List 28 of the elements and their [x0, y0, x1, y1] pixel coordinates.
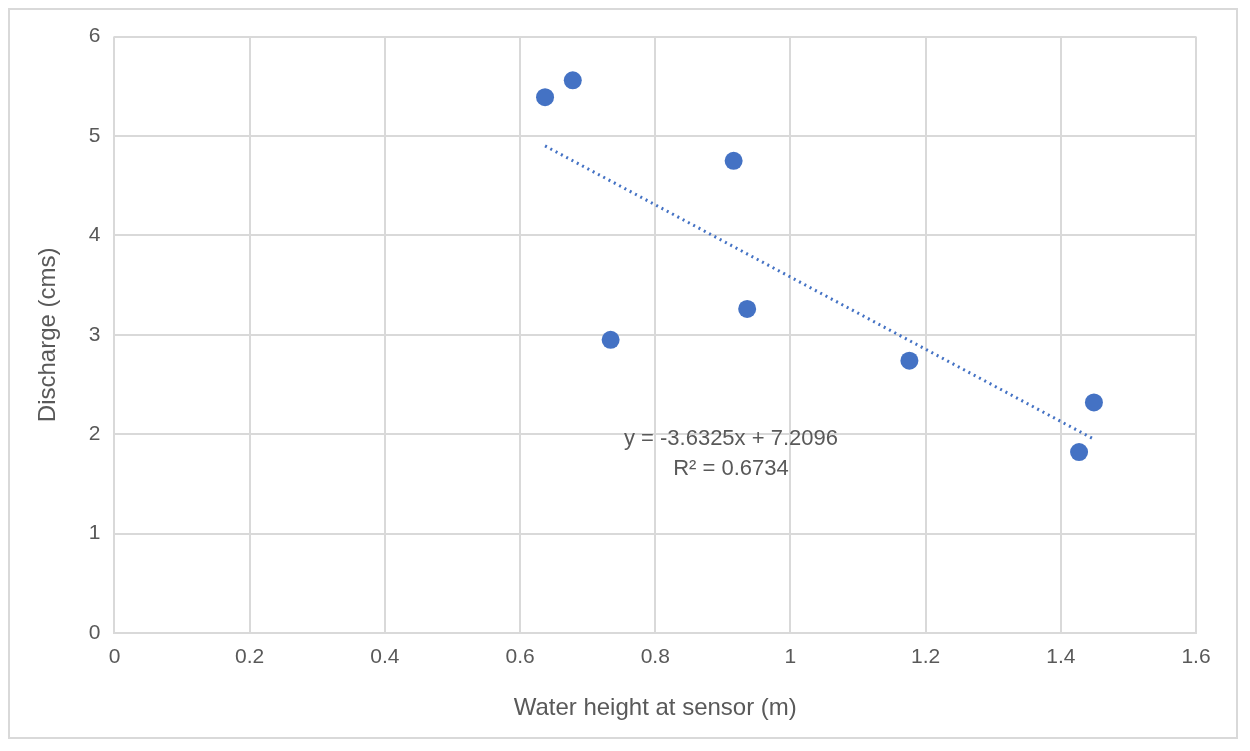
- y-tick-label: 1: [88, 520, 101, 544]
- annotation: R² = 0.6734: [673, 455, 789, 481]
- y-tick-label: 5: [88, 122, 101, 146]
- x-tick-label: 1.4: [1046, 644, 1076, 668]
- point: [900, 351, 919, 370]
- y-axis-title: Discharge (cms): [33, 247, 61, 423]
- y-tick-label: 0: [88, 619, 101, 643]
- x-tick-label: 1.6: [1181, 644, 1211, 668]
- x-tick-label: 0.2: [235, 644, 265, 668]
- y-tick-label: 2: [88, 421, 101, 444]
- y-tick-label: 4: [88, 222, 101, 246]
- point: [563, 71, 582, 90]
- point: [724, 151, 743, 170]
- y-tick-label: 6: [88, 23, 101, 47]
- point: [601, 330, 620, 349]
- x-axis-title: Water height at sensor (m): [513, 693, 797, 721]
- annotation: y = -3.6325x + 7.2096: [623, 425, 838, 451]
- point: [738, 299, 757, 318]
- x-tick-label: 1.2: [911, 644, 941, 668]
- x-tick-label: 0.6: [505, 644, 535, 668]
- y-tick-label: 3: [88, 321, 101, 345]
- point: [536, 88, 555, 107]
- x-tick-label: 0.8: [640, 644, 670, 668]
- point: [1070, 443, 1089, 462]
- x-tick-label: 0: [108, 644, 121, 668]
- x-tick-label: 0.4: [370, 644, 400, 668]
- x-tick-label: 1: [784, 644, 797, 668]
- point: [1084, 393, 1103, 412]
